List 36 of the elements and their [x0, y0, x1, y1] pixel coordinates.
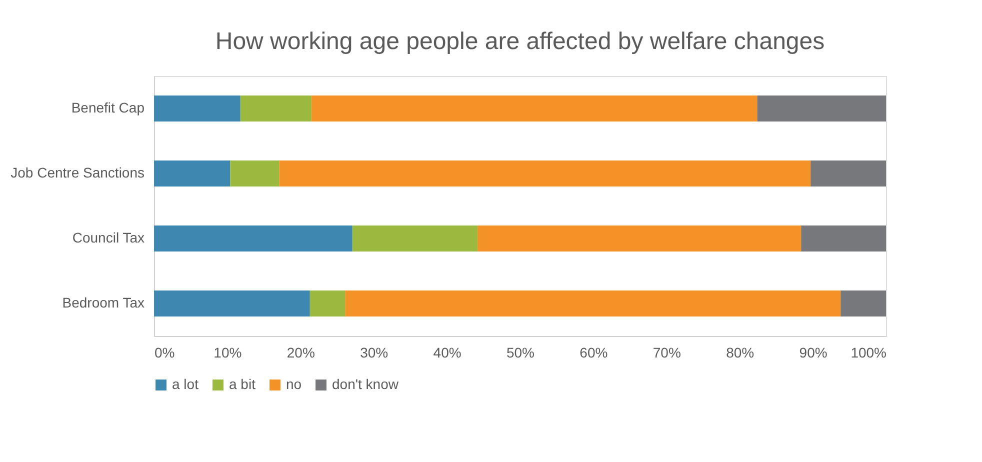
bar: [154, 226, 352, 252]
y-tick-label: Council Tax: [72, 230, 144, 246]
x-tick-label: 50%: [506, 344, 535, 360]
y-tick-label: Benefit Cap: [71, 100, 145, 116]
bar: [345, 290, 841, 316]
x-tick-label: 90%: [799, 344, 828, 360]
x-tick-label: 60%: [580, 344, 608, 360]
x-tick-label: 70%: [652, 344, 681, 360]
legend-label: don't know: [332, 376, 400, 392]
bar: [352, 226, 478, 252]
bar: [840, 290, 886, 316]
legend-label: a lot: [172, 376, 199, 392]
x-tick-label: 10%: [214, 344, 242, 360]
y-tick-label: Job Centre Sanctions: [10, 164, 144, 180]
y-tick-label: Bedroom Tax: [62, 294, 144, 310]
bar: [801, 226, 886, 252]
bar: [310, 290, 346, 316]
bar: [154, 160, 230, 186]
bar: [240, 96, 312, 122]
bar: [757, 96, 886, 122]
bar: [154, 290, 310, 316]
x-tick-label: 80%: [726, 344, 754, 360]
x-tick-label: 30%: [360, 344, 388, 360]
legend-label: a bit: [229, 376, 256, 392]
x-tick-label: 20%: [286, 344, 315, 360]
chart-title: How working age people are affected by welfare changes: [215, 28, 825, 55]
bar: [311, 96, 758, 122]
legend-label: no: [286, 376, 302, 392]
bar: [154, 96, 240, 122]
x-tick-label: 40%: [433, 344, 462, 360]
bar: [230, 160, 280, 186]
bar: [478, 226, 802, 252]
bar: [810, 160, 886, 186]
bar: [279, 160, 811, 186]
x-tick-label: 0%: [154, 344, 175, 360]
x-tick-label: 100%: [850, 344, 886, 360]
